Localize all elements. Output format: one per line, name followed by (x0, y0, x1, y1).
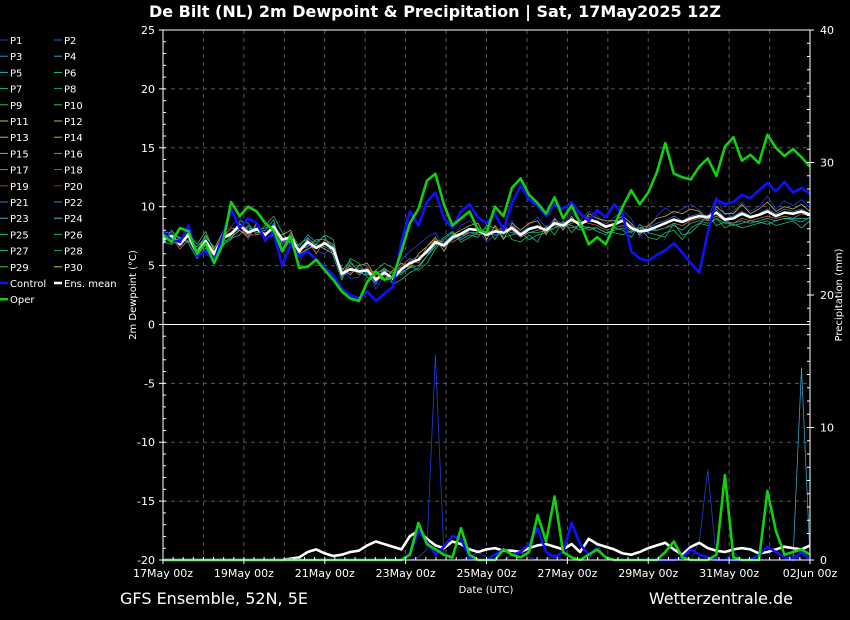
legend-label: P3 (10, 52, 22, 63)
y-right-tick-label: 40 (820, 24, 834, 37)
footer-model-info: GFS Ensemble, 52N, 5E (120, 589, 308, 608)
legend-label: P9 (10, 101, 22, 112)
legend-label: P30 (64, 263, 83, 274)
y-left-tick-label: 0 (148, 318, 155, 331)
x-axis-label: Date (UTC) (459, 585, 514, 596)
chart-title: De Bilt (NL) 2m Dewpoint & Precipitation… (149, 2, 721, 22)
legend-label: P29 (10, 263, 29, 274)
x-tick-label: 02Jun 00z (783, 567, 838, 580)
x-tick-label: 21May 00z (295, 567, 355, 580)
axes: 25 20 15 10 5 0 -5 -10 -15 -20 40 30 20 10 0 17May 00z 1… (133, 24, 837, 580)
legend-label: P20 (64, 182, 83, 193)
y-left-tick-label: 10 (141, 201, 155, 214)
legend-label: P1 (10, 36, 22, 47)
legend-label: Ens. mean (64, 279, 117, 290)
legend-label: P14 (64, 133, 83, 144)
y-right-tick-label: 10 (820, 422, 834, 435)
x-tick-label: 25May 00z (456, 567, 516, 580)
x-tick-label: 19May 00z (214, 567, 274, 580)
dewpoint-lines (162, 133, 811, 303)
y-right-tick-label: 0 (820, 554, 827, 567)
y-axis-left-label: 2m Dewpoint (°C) (128, 250, 139, 340)
dewpoint-line-oper (162, 133, 811, 303)
legend-label: P13 (10, 133, 29, 144)
x-tick-label: 23May 00z (376, 567, 436, 580)
legend-label: P4 (64, 52, 76, 63)
y-left-tick-label: -15 (137, 495, 155, 508)
legend-label: P7 (10, 85, 22, 96)
legend-label: P19 (10, 182, 29, 193)
footer-source: Wetterzentrale.de (649, 589, 793, 608)
y-left-tick-label: -20 (137, 554, 155, 567)
legend-label: P11 (10, 117, 29, 128)
dewpoint-line-p5 (162, 214, 811, 285)
legend-label: P2 (64, 36, 76, 47)
dewpoint-line-control (162, 180, 811, 303)
legend-label: P18 (64, 166, 83, 177)
legend: P1 P2 P3 P4 P5 P6 P7 P8 P9 P10 P11 P12 P13 P14 P15 P16 P… (0, 36, 117, 306)
legend-label: P24 (64, 214, 83, 225)
y-left-tick-label: 15 (141, 142, 155, 155)
y-right-tick-label: 20 (820, 289, 834, 302)
y-left-tick-label: -10 (137, 436, 155, 449)
legend-label: P17 (10, 166, 29, 177)
legend-label: P10 (64, 101, 83, 112)
y-left-tick-label: 5 (148, 260, 155, 273)
y-right-tick-label: 30 (820, 157, 834, 170)
dewpoint-line-p9 (162, 215, 811, 278)
x-tick-label: 27May 00z (537, 567, 597, 580)
grid (163, 30, 810, 560)
y-axis-right-label: Precipitation (mm) (834, 248, 845, 341)
x-tick-label: 29May 00z (618, 567, 678, 580)
legend-label: P26 (64, 230, 83, 241)
legend-label: P12 (64, 117, 83, 128)
legend-label: P6 (64, 68, 76, 79)
legend-label: P21 (10, 198, 29, 209)
y-left-tick-label: 25 (141, 24, 155, 37)
legend-label: P23 (10, 214, 29, 225)
y-left-tick-label: 20 (141, 83, 155, 96)
legend-label: P15 (10, 149, 29, 160)
legend-label: P16 (64, 149, 83, 160)
legend-label: P27 (10, 247, 29, 258)
x-tick-label: 31May 00z (699, 567, 759, 580)
legend-label: P22 (64, 198, 83, 209)
legend-label: P8 (64, 85, 76, 96)
legend-label: P25 (10, 230, 29, 241)
x-tick-label: 17May 00z (133, 567, 193, 580)
legend-label: P28 (64, 247, 83, 258)
y-left-tick-label: -5 (144, 377, 155, 390)
legend-label: Control (10, 279, 46, 290)
legend-label: P5 (10, 68, 22, 79)
legend-label: Oper (10, 295, 35, 306)
